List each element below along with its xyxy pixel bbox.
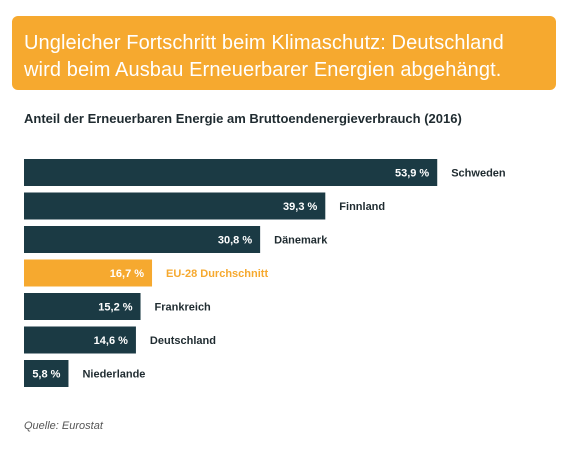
bar-finnland: [24, 192, 326, 220]
value-label: 14,6 %: [94, 335, 128, 347]
category-label: Dänemark: [274, 235, 328, 247]
value-label: 5,8 %: [32, 369, 60, 381]
bar-schweden: [24, 159, 438, 186]
bar-eu-28-durchschnitt: [24, 259, 153, 287]
source-note: Quelle: Eurostat: [24, 420, 103, 432]
headline-line-1: Ungleicher Fortschritt beim Klimaschutz:…: [24, 32, 504, 54]
value-label: 39,3 %: [283, 201, 317, 213]
category-label: Schweden: [451, 168, 506, 180]
category-label: Niederlande: [82, 369, 145, 381]
bar-frankreich: [24, 293, 141, 320]
headline-line-2: wird beim Ausbau Erneuerbarer Energien a…: [24, 59, 502, 81]
chart-title: Anteil der Erneuerbaren Energie am Brutt…: [24, 111, 462, 126]
bar-niederlande: [24, 360, 69, 387]
value-label: 16,7 %: [110, 268, 144, 280]
category-label: EU-28 Durchschnitt: [166, 268, 268, 280]
value-label: 15,2 %: [98, 302, 132, 314]
bar-dänemark: [24, 226, 261, 253]
category-label: Finnland: [339, 201, 385, 213]
category-label: Frankreich: [155, 302, 212, 314]
value-label: 53,9 %: [395, 168, 429, 180]
headline-banner: Ungleicher Fortschritt beim Klimaschutz:…: [12, 16, 556, 90]
category-label: Deutschland: [150, 335, 216, 347]
bar-chart: 53,9 % Schweden 39,3 % Finnland 30,8 % Dänema…: [24, 159, 506, 387]
value-label: 30,8 %: [218, 235, 252, 247]
bar-deutschland: [24, 326, 136, 354]
